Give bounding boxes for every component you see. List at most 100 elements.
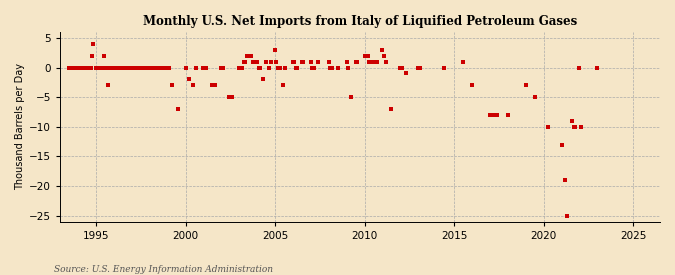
- Point: [65, 65, 76, 70]
- Point: [140, 65, 151, 70]
- Point: [159, 65, 169, 70]
- Point: [306, 59, 317, 64]
- Point: [90, 65, 101, 70]
- Point: [489, 113, 500, 117]
- Point: [153, 65, 164, 70]
- Point: [164, 65, 175, 70]
- Point: [103, 65, 114, 70]
- Point: [137, 65, 148, 70]
- Point: [210, 83, 221, 87]
- Point: [574, 65, 585, 70]
- Point: [148, 65, 159, 70]
- Point: [123, 65, 134, 70]
- Point: [188, 83, 198, 87]
- Point: [313, 59, 324, 64]
- Point: [84, 65, 95, 70]
- Point: [529, 95, 540, 99]
- Point: [291, 65, 302, 70]
- Point: [234, 65, 244, 70]
- Point: [207, 83, 218, 87]
- Point: [132, 65, 142, 70]
- Point: [323, 59, 334, 64]
- Point: [86, 53, 97, 58]
- Point: [369, 59, 380, 64]
- Point: [271, 59, 282, 64]
- Point: [562, 214, 573, 218]
- Point: [458, 59, 468, 64]
- Point: [92, 65, 103, 70]
- Point: [198, 65, 209, 70]
- Point: [485, 113, 495, 117]
- Point: [105, 65, 115, 70]
- Point: [117, 65, 128, 70]
- Point: [543, 125, 554, 129]
- Point: [238, 59, 249, 64]
- Point: [252, 59, 263, 64]
- Point: [265, 59, 276, 64]
- Text: Source: U.S. Energy Information Administration: Source: U.S. Energy Information Administ…: [54, 265, 273, 274]
- Point: [109, 65, 119, 70]
- Point: [85, 65, 96, 70]
- Point: [240, 59, 250, 64]
- Point: [244, 53, 255, 58]
- Point: [144, 65, 155, 70]
- Point: [110, 65, 121, 70]
- Point: [254, 65, 265, 70]
- Point: [99, 65, 110, 70]
- Point: [130, 65, 141, 70]
- Point: [401, 71, 412, 76]
- Point: [101, 65, 112, 70]
- Point: [368, 59, 379, 64]
- Point: [466, 83, 477, 87]
- Point: [307, 65, 318, 70]
- Point: [63, 65, 74, 70]
- Point: [139, 65, 150, 70]
- Point: [246, 53, 256, 58]
- Point: [566, 119, 577, 123]
- Point: [280, 65, 291, 70]
- Point: [200, 65, 211, 70]
- Point: [162, 65, 173, 70]
- Point: [298, 59, 308, 64]
- Point: [568, 125, 579, 129]
- Point: [216, 65, 227, 70]
- Point: [69, 65, 80, 70]
- Point: [142, 65, 153, 70]
- Point: [342, 59, 352, 64]
- Point: [360, 53, 371, 58]
- Point: [126, 65, 137, 70]
- Point: [161, 65, 171, 70]
- Point: [325, 65, 335, 70]
- Point: [364, 59, 375, 64]
- Point: [289, 59, 300, 64]
- Point: [183, 77, 194, 82]
- Point: [359, 53, 370, 58]
- Point: [128, 65, 139, 70]
- Point: [556, 142, 567, 147]
- Point: [96, 65, 107, 70]
- Point: [88, 42, 99, 46]
- Point: [119, 65, 130, 70]
- Point: [327, 65, 338, 70]
- Point: [292, 65, 303, 70]
- Point: [570, 125, 580, 129]
- Point: [492, 113, 503, 117]
- Point: [80, 65, 90, 70]
- Point: [121, 65, 132, 70]
- Point: [125, 65, 136, 70]
- Point: [107, 65, 117, 70]
- Point: [226, 95, 237, 99]
- Point: [180, 65, 191, 70]
- Point: [115, 65, 126, 70]
- Point: [74, 65, 85, 70]
- Point: [377, 48, 388, 52]
- Point: [350, 59, 361, 64]
- Point: [136, 65, 146, 70]
- Point: [365, 59, 376, 64]
- Point: [386, 107, 397, 111]
- Point: [155, 65, 166, 70]
- Point: [362, 53, 373, 58]
- Point: [592, 65, 603, 70]
- Point: [438, 65, 449, 70]
- Point: [237, 65, 248, 70]
